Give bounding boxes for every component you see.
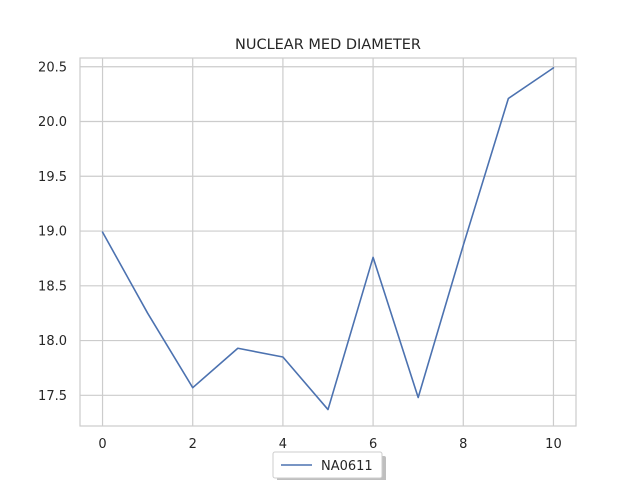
x-tick-label: 8 [459, 437, 467, 452]
chart-title: NUCLEAR MED DIAMETER [235, 37, 421, 53]
legend-label: NA0611 [321, 459, 373, 474]
series-layer [101, 67, 555, 411]
x-tick-label: 2 [189, 437, 197, 452]
series-line [101, 67, 555, 411]
legend: NA0611 [272, 451, 386, 480]
grid [80, 58, 576, 426]
x-axis-ticks: 0 2 4 6 8 10 [98, 437, 561, 452]
y-tick-label: 18.5 [38, 279, 67, 294]
y-tick-label: 20.5 [38, 60, 67, 75]
x-tick-label: 10 [545, 437, 562, 452]
plot-frame [79, 57, 577, 427]
y-tick-label: 18.0 [38, 334, 67, 349]
legend-box [272, 451, 383, 479]
x-tick-label: 4 [279, 437, 287, 452]
y-tick-label: 17.5 [38, 389, 67, 404]
x-tick-label: 6 [369, 437, 377, 452]
plot-area [80, 58, 576, 426]
y-axis-ticks: 17.5 18.0 18.5 19.0 19.5 20.0 20.5 [38, 60, 67, 404]
y-tick-label: 19.0 [38, 225, 67, 240]
x-tick-label: 0 [98, 437, 106, 452]
y-tick-label: 20.0 [38, 115, 67, 130]
y-tick-label: 19.5 [38, 170, 67, 185]
